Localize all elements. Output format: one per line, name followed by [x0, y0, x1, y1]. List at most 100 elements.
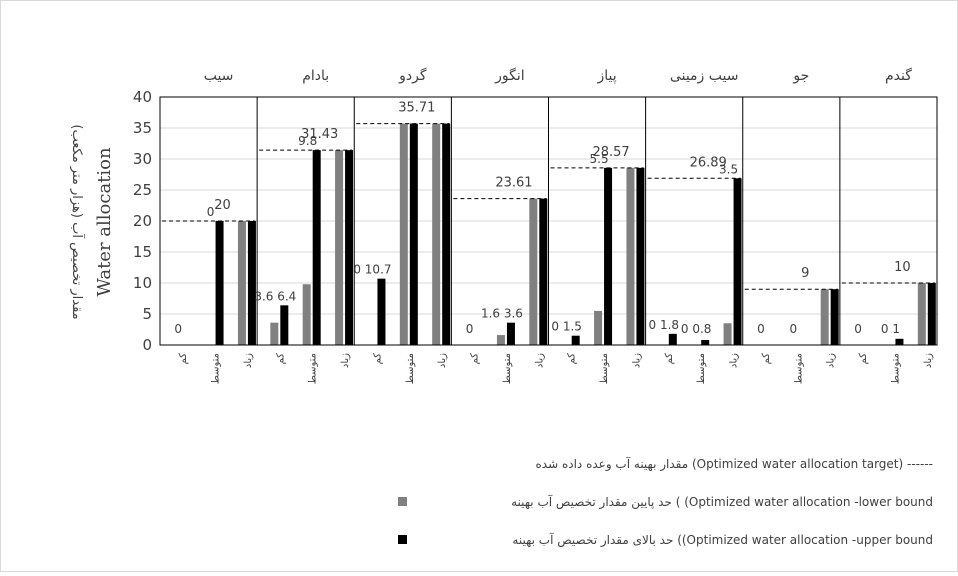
group-label: سیب زمینی — [670, 68, 739, 84]
data-label: 0 1.5 — [551, 320, 582, 334]
bar-lower — [302, 284, 311, 345]
target-label: 20 — [214, 198, 231, 213]
bar-upper — [280, 305, 289, 345]
data-label: 9.8 — [298, 134, 317, 148]
data-label: 5.5 — [590, 152, 609, 166]
bar-upper — [409, 123, 418, 346]
x-tick-label: متوسط — [405, 353, 416, 384]
data-label: 3.5 — [719, 162, 738, 176]
x-tick-label: کم — [275, 353, 286, 365]
y-tick-label: 0 — [142, 336, 152, 354]
target-label: 28.57 — [592, 145, 629, 160]
bar-lower — [820, 289, 829, 345]
bar-upper — [830, 289, 839, 345]
target-label: 10 — [894, 260, 911, 275]
bar-upper — [506, 322, 515, 345]
bar-upper — [312, 150, 321, 345]
bar-lower — [594, 310, 603, 345]
x-tick-label: کم — [372, 353, 383, 365]
group-label: پیاز — [596, 68, 616, 84]
x-tick-label: متوسط — [696, 353, 707, 384]
bar-lower — [335, 150, 344, 345]
bar-lower — [626, 167, 635, 345]
group-label: بادام — [302, 68, 329, 84]
legend-target-text: مقدار بهینه آب وعده داده شده (Optimized … — [536, 456, 934, 472]
x-tick-label: زیاد — [437, 353, 448, 368]
data-label: 0 — [174, 322, 182, 336]
x-tick-label: زیاد — [631, 353, 642, 368]
data-label: 0 — [466, 322, 474, 336]
bar-lower — [432, 123, 441, 346]
x-tick-label: کم — [178, 353, 189, 365]
target-label: 31.43 — [301, 127, 338, 142]
data-label: 0 1.8 — [649, 318, 680, 332]
target-label: 26.89 — [690, 155, 727, 170]
bar-lower — [529, 198, 538, 345]
y-axis-title-fa: مقدار تخصیص آب (هزار متر مکعب) — [69, 124, 86, 319]
data-label: 0 — [757, 322, 765, 336]
data-label: 0 1 — [881, 322, 900, 336]
group-label: گندم — [885, 67, 912, 84]
x-tick-label: زیاد — [923, 353, 934, 368]
x-tick-label: کم — [664, 353, 675, 365]
labels: 0 5 10 15 20 25 30 35 40 Water allocation مقدار تخ… — [69, 67, 934, 384]
y-axis-title: Water allocation — [94, 147, 115, 297]
bar-upper — [377, 278, 386, 345]
x-tick-label: زیاد — [534, 353, 545, 368]
data-label: 0 0.8 — [681, 322, 712, 336]
data-label: 0 10.7 — [353, 263, 391, 277]
data-label: 1.6 3.6 — [481, 307, 523, 321]
bar-upper — [539, 198, 548, 345]
target-lines — [162, 123, 935, 290]
x-tick-label: زیاد — [826, 353, 837, 368]
x-tick-label: متوسط — [793, 353, 804, 384]
data-label: 0 — [854, 322, 862, 336]
bar-upper — [571, 335, 580, 345]
target-label: 35.71 — [398, 101, 435, 116]
y-tick-label: 20 — [133, 212, 152, 230]
x-tick-label: متوسط — [211, 353, 222, 384]
x-tick-label: متوسط — [599, 353, 610, 384]
legend-lower-swatch — [398, 497, 407, 506]
bar-upper — [215, 221, 224, 345]
bar-upper — [701, 340, 710, 345]
y-tick-label: 35 — [133, 119, 152, 137]
y-tick-label: 10 — [133, 274, 152, 292]
target-label: 23.61 — [495, 176, 532, 191]
bar-upper — [345, 150, 354, 345]
data-label: 0 — [789, 322, 797, 336]
legend: مقدار بهینه آب وعده داده شده (Optimized … — [398, 456, 933, 548]
y-tick-label: 30 — [133, 150, 152, 168]
bar-upper — [733, 178, 742, 345]
legend-lower-text: حد پایین مقدار تخصیص آب بهینه ( (Optimiz… — [511, 494, 933, 510]
bar-upper — [247, 221, 256, 345]
bar-lower — [917, 283, 926, 345]
data-label: 3.6 6.4 — [254, 289, 296, 303]
x-tick-label: زیاد — [243, 353, 254, 368]
x-tick-label: کم — [470, 353, 481, 365]
data-label: 0 — [207, 205, 215, 219]
group-label: جو — [792, 68, 809, 84]
group-label: سیب — [204, 68, 234, 84]
bar-upper — [604, 167, 613, 345]
bar-lower — [399, 123, 408, 346]
group-label: گردو — [398, 67, 427, 84]
bar-lower — [270, 322, 279, 345]
legend-upper-text: حد بالای مقدار تخصیص آب بهینه ((Optimize… — [512, 532, 933, 548]
bars — [215, 123, 936, 346]
x-tick-label: کم — [567, 353, 578, 365]
x-tick-label: متوسط — [308, 353, 319, 384]
bar-lower — [723, 323, 732, 345]
x-tick-label: زیاد — [729, 353, 740, 368]
legend-upper-swatch — [398, 535, 407, 544]
x-tick-label: متوسط — [502, 353, 513, 384]
x-tick-label: کم — [858, 353, 869, 365]
bar-upper — [668, 333, 677, 345]
bar-upper — [442, 123, 451, 346]
bar-lower — [496, 335, 505, 345]
group-label: انگور — [494, 67, 525, 84]
y-tick-label: 25 — [133, 181, 152, 199]
plot-border — [159, 96, 938, 346]
